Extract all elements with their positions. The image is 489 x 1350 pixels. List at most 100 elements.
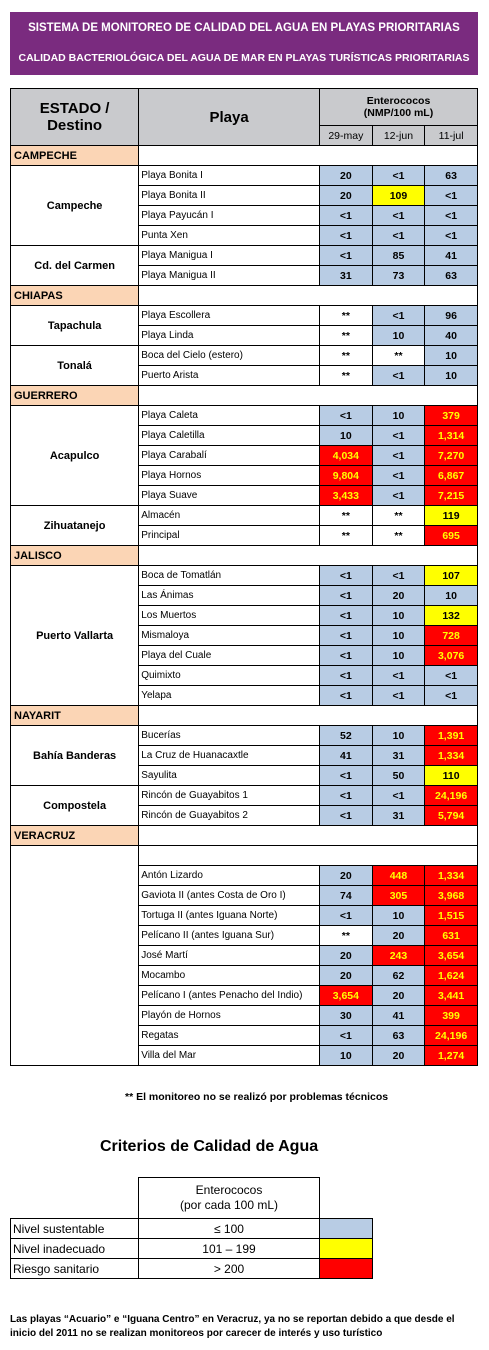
beach-row: Playa Hornos 9,804 <1 6,867 [11,465,478,486]
beach-row: Playa Manigua II 31 73 63 [11,265,478,286]
enterococos-value: 41 [319,745,373,766]
enterococos-value: <1 [424,185,478,206]
beach-name: Playa Carabalí [138,445,320,466]
enterococos-value: <1 [371,305,426,326]
enterococos-value: 9,804 [319,465,373,486]
state-row: VERACRUZ [9,825,478,846]
enterococos-value: 305 [371,885,426,906]
enterococos-value: 1,334 [424,745,478,766]
enterococos-value: 20 [319,865,373,886]
header-playa: Playa [138,88,320,146]
enterococos-value: 3,654 [319,985,373,1006]
criteria-row: Nivel inadecuado 101 – 199 [10,1238,373,1259]
criteria-title: Criterios de Calidad de Agua [100,1138,319,1155]
beach-name: Rincón de Guayabitos 2 [138,805,320,826]
enterococos-value: 7,215 [424,485,478,506]
header-date: 12-jun [371,125,426,146]
beach-name: Mocambo [138,965,320,986]
criteria-header-unit: (por cada 100 mL) [179,1198,279,1212]
enterococos-value: <1 [371,165,426,186]
enterococos-value: 379 [424,405,478,426]
beach-row: José Martí 20 243 3,654 [11,945,478,966]
beach-row: Bahía Banderas Bucerías 52 10 1,391 [9,725,478,786]
enterococos-value: 63 [424,265,478,286]
beach-row: Villa del Mar 10 20 1,274 [11,1045,478,1066]
enterococos-value: <1 [371,685,426,706]
criteria-row: Nivel sustentable ≤ 100 [10,1218,373,1239]
enterococos-value: <1 [319,645,373,666]
enterococos-value: 3,654 [424,945,478,966]
enterococos-value: 7,270 [424,445,478,466]
beach-row: Puerto Arista ** <1 10 [11,365,478,386]
enterococos-value: 3,441 [424,985,478,1006]
enterococos-value: 62 [371,965,426,986]
beach-row: Regatas <1 63 24,196 [11,1025,478,1046]
enterococos-value: 50 [371,765,426,786]
beach-name: Boca del Cielo (estero) [138,345,320,366]
enterococos-value: 10 [371,725,426,746]
beach-row: Cd. del Carmen Playa Manigua I <1 85 41 [9,245,478,286]
beach-name: Playón de Hornos [138,1005,320,1026]
enterococos-value: 631 [424,925,478,946]
enterococos-value: <1 [319,1025,373,1046]
enterococos-value: 85 [371,245,426,266]
beach-name: Punta Xen [138,225,320,246]
enterococos-value: <1 [371,205,426,226]
beach-name: Boca de Tomatlán [138,565,320,586]
enterococos-value: 24,196 [424,785,478,806]
beach-name: Las Ánimas [138,585,320,606]
beach-row: Acapulco Playa Caleta <1 10 379 [9,405,478,506]
enterococos-value: 63 [424,165,478,186]
beach-name: Playa Caleta [138,405,320,426]
enterococos-value: 63 [371,1025,426,1046]
beach-name: Playa Linda [138,325,320,346]
enterococos-value: ** [319,345,373,366]
criteria-color-swatch [319,1218,373,1239]
criteria-range: > 200 [138,1258,320,1279]
enterococos-value: <1 [371,785,426,806]
enterococos-value: 10 [371,405,426,426]
state-row: JALISCO [9,545,478,566]
criteria-row: Riesgo sanitario > 200 [10,1258,373,1279]
enterococos-value: 20 [371,985,426,1006]
enterococos-value: <1 [319,665,373,686]
beach-row: Rincón de Guayabitos 2 <1 31 5,794 [11,805,478,826]
enterococos-value: 1,274 [424,1045,478,1066]
enterococos-value: 1,624 [424,965,478,986]
destination-name: Cd. del Carmen [9,245,140,286]
beach-row: Punta Xen <1 <1 <1 [11,225,478,246]
destination-name: Acapulco [9,405,140,506]
destination-name [9,845,140,1066]
state-row-blank [138,285,478,306]
enterococos-value: 20 [319,165,373,186]
beach-name: Pelícano II (antes Iguana Sur) [138,925,320,946]
beach-row: Playa Caletilla 10 <1 1,314 [11,425,478,446]
enterococos-value: <1 [319,405,373,426]
beach-name: Playa Manigua I [138,245,320,266]
enterococos-value: 41 [371,1005,426,1026]
enterococos-value: 399 [424,1005,478,1026]
enterococos-value: <1 [319,905,373,926]
header-enterococos: Enterococos (NMP/100 mL) [319,88,478,126]
state-name: CHIAPAS [9,285,140,306]
header-enterococos-label: Enterococos [366,95,431,107]
criteria-color-swatch [319,1258,373,1279]
beach-name: Principal [138,525,320,546]
enterococos-value: <1 [319,245,373,266]
beach-name: Rincón de Guayabitos 1 [138,785,320,806]
criteria-header-label: Enterococos [195,1183,263,1197]
beach-row: La Cruz de Huanacaxtle 41 31 1,334 [11,745,478,766]
enterococos-value: 6,867 [424,465,478,486]
header-estado: ESTADO / Destino [9,88,140,146]
enterococos-value: 132 [424,605,478,626]
criteria-range: ≤ 100 [138,1218,320,1239]
enterococos-value: 10 [371,905,426,926]
beach-name: Playa Suave [138,485,320,506]
enterococos-value: 107 [424,565,478,586]
banner-subtitle: CALIDAD BACTERIOLÓGICA DEL AGUA DE MAR E… [18,52,470,64]
criteria-table: Enterococos (por cada 100 mL) Nivel sust… [10,1177,373,1279]
beach-name: Playa Caletilla [138,425,320,446]
title-banner: SISTEMA DE MONITOREO DE CALIDAD DEL AGUA… [10,12,478,75]
enterococos-value: 110 [424,765,478,786]
beach-name: Playa Bonita I [138,165,320,186]
